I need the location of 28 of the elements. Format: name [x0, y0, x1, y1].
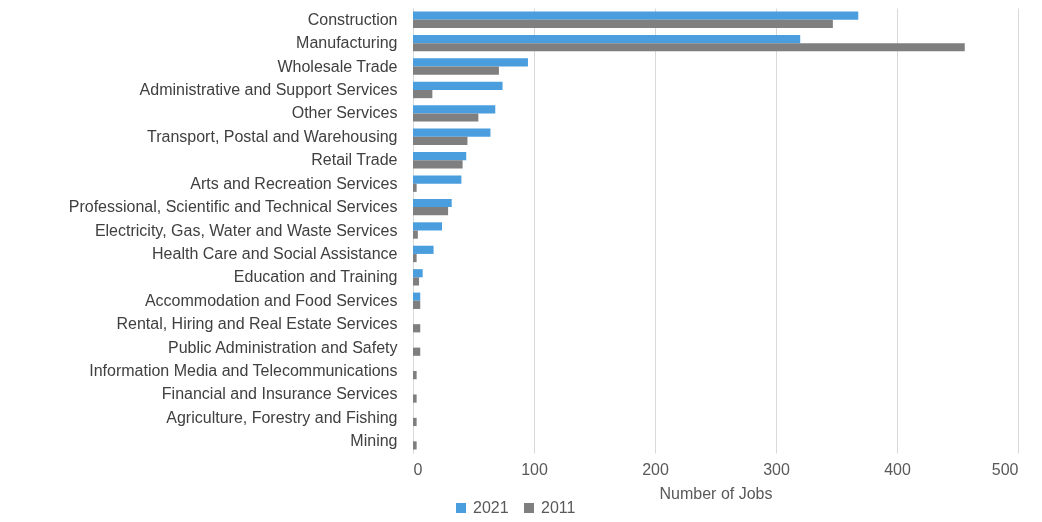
y-tick-label: Mining [350, 432, 398, 450]
y-tick-label: Administrative and Support Services [139, 80, 398, 98]
x-tick-label: 500 [991, 460, 1019, 478]
y-tick-label: Information Media and Telecommunications [89, 362, 398, 380]
y-tick-label: Wholesale Trade [277, 57, 398, 75]
legend-label: 2021 [473, 499, 509, 516]
y-tick-label: Retail Trade [311, 151, 398, 169]
x-tick-label: 0 [413, 460, 423, 478]
y-tick-label: Transport, Postal and Warehousing [147, 127, 398, 145]
y-tick-label: Financial and Insurance Services [161, 385, 398, 403]
y-tick-label: Health Care and Social Assistance [152, 244, 398, 262]
y-tick-label: Public Administration and Safety [168, 338, 398, 356]
y-tick-label: Accommodation and Food Services [144, 291, 398, 309]
x-axis-title: Number of Jobs [659, 484, 773, 502]
y-tick-label: Construction [307, 10, 398, 28]
y-tick-label: Professional, Scientific and Technical Services [68, 198, 398, 216]
x-tick-label: 400 [884, 460, 911, 478]
x-tick-label: 200 [642, 460, 669, 478]
y-tick-label: Agriculture, Forestry and Fishing [166, 408, 398, 426]
x-tick-label: 100 [521, 460, 548, 478]
y-tick-label: Arts and Recreation Services [190, 174, 398, 192]
y-tick-label: Education and Training [233, 268, 398, 286]
legend-label: 2011 [541, 499, 576, 516]
y-tick-label: Electricity, Gas, Water and Waste Services [94, 221, 398, 239]
y-tick-label: Other Services [291, 104, 398, 122]
x-tick-label: 300 [763, 460, 790, 478]
y-tick-label: Manufacturing [296, 34, 398, 52]
y-tick-label: Rental, Hiring and Real Estate Services [116, 315, 398, 333]
